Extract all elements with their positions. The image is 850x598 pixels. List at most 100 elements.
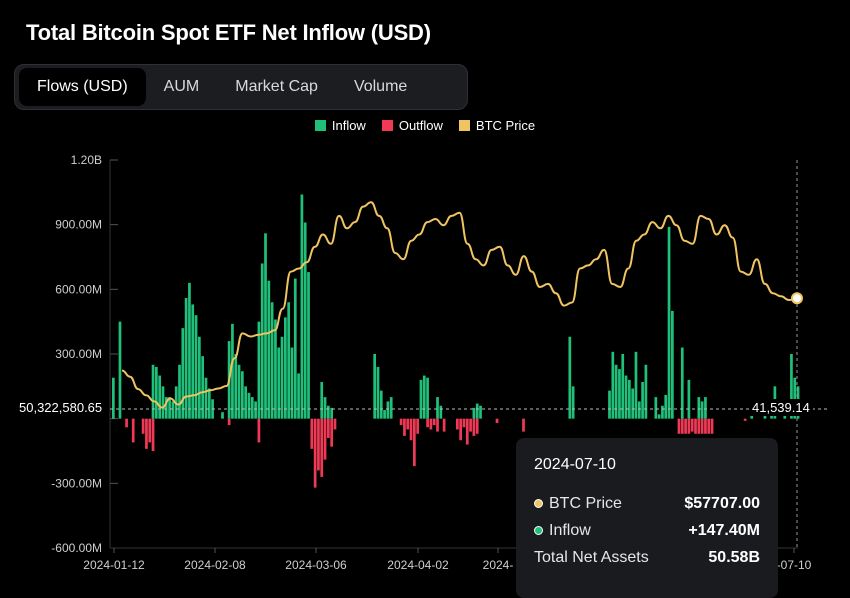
outflow-bar: [227, 418, 231, 426]
inflow-bar: [171, 401, 175, 419]
outflow-bar: [495, 418, 499, 423]
y-tick-label: 900.00M: [55, 218, 102, 232]
outflow-bar: [327, 418, 330, 439]
tooltip-row-btc-price: BTC Price $57707.00: [534, 490, 760, 517]
inflow-bar: [287, 302, 291, 419]
tooltip-label: BTC Price: [549, 494, 622, 512]
inflow-bar: [231, 323, 234, 419]
inflow-bar: [419, 379, 423, 419]
outflow-bar: [456, 418, 459, 430]
inflow-bar: [264, 233, 267, 419]
inflow-bar: [680, 347, 684, 419]
reference-line: [110, 160, 830, 548]
outflow-bar: [416, 418, 420, 434]
tooltip-value: $57707.00: [684, 494, 760, 512]
inflow-bar: [274, 319, 277, 419]
inflow-bar: [571, 386, 575, 419]
inflow-bar: [389, 397, 393, 419]
inflow-bar: [373, 354, 377, 419]
outflow-bar: [429, 418, 433, 430]
tab-aum[interactable]: AUM: [163, 78, 200, 95]
outflow-bar: [522, 418, 525, 432]
inflow-bar: [204, 377, 208, 419]
inflow-bar: [201, 356, 205, 419]
x-tick-label: 2024-01-12: [83, 558, 145, 572]
inflow-bar: [191, 304, 195, 419]
inflow-bar: [151, 364, 155, 419]
y-tick-label: 1.20B: [71, 153, 102, 167]
inflow-bar: [161, 386, 165, 419]
btc-price-dot-icon: [534, 499, 543, 508]
legend-item-inflow[interactable]: Inflow: [314, 118, 366, 133]
inflow-bar: [628, 379, 631, 419]
outflow-bar: [704, 418, 707, 434]
y-tick-label: -300.00M: [51, 476, 102, 490]
inflow-bar: [284, 317, 287, 419]
outflow-bar: [330, 418, 334, 447]
inflow-bar: [323, 397, 327, 419]
inflow-bar: [750, 414, 754, 419]
inflow-bar: [641, 382, 644, 419]
outflow-bar: [317, 418, 320, 471]
outflow-bar: [462, 418, 466, 428]
outflow-bar: [442, 418, 446, 432]
reference-right-label: 41,539.14: [749, 399, 813, 416]
outflow-bar: [257, 418, 261, 443]
btc-price-line: [121, 201, 803, 409]
inflow-bar: [386, 401, 390, 419]
tab-volume[interactable]: Volume: [353, 78, 408, 95]
inflow-bar: [234, 354, 238, 419]
y-tick-label: 600.00M: [55, 282, 102, 296]
x-tick-label: 2024-: [483, 558, 514, 572]
inflow-bar: [634, 351, 638, 419]
inflow-bar: [568, 336, 572, 419]
tab-market-cap[interactable]: Market Cap: [235, 78, 318, 95]
page-title: Total Bitcoin Spot ETF Net Inflow (USD): [26, 20, 431, 45]
x-tick-label: 2024-02-08: [184, 558, 246, 572]
tooltip-label: Inflow: [549, 521, 591, 539]
inflow-bar: [280, 336, 284, 419]
inflow-bar: [277, 347, 281, 419]
inflow-dot-icon: [534, 526, 543, 535]
inflow-bar: [657, 414, 661, 419]
inflow-bar: [270, 302, 274, 419]
y-axis-ticks: 1.20B 900.00M 600.00M 300.00M -300.00M -600.0…: [51, 153, 102, 555]
inflow-bar: [250, 397, 254, 419]
legend-label: BTC Price: [475, 118, 536, 133]
outflow-bar: [403, 418, 406, 436]
outflow-bar: [148, 418, 152, 443]
legend-item-btc-price[interactable]: BTC Price: [458, 118, 536, 133]
outflow-bar: [313, 418, 317, 488]
inflow-bar: [436, 397, 439, 419]
inflow-bar: [290, 347, 294, 419]
inflow-swatch-icon: [314, 120, 326, 131]
inflow-bar: [637, 401, 641, 419]
tab-flows-usd[interactable]: Flows (USD): [19, 68, 146, 106]
outflow-bar: [697, 418, 701, 434]
inflow-bar: [426, 377, 429, 419]
legend-label: Inflow: [331, 118, 366, 133]
y-tick-label: -600.00M: [51, 541, 102, 555]
inflow-bar: [379, 390, 383, 419]
inflow-bar: [320, 382, 324, 419]
tooltip-value: 50.58B: [708, 548, 760, 566]
outflow-swatch-icon: [381, 120, 393, 131]
inflow-bar: [479, 405, 482, 419]
inflow-bar: [207, 388, 211, 419]
inflow-bar: [644, 364, 648, 419]
inflow-bar: [164, 397, 168, 419]
outflow-bar: [145, 418, 148, 449]
outflow-bar: [475, 418, 479, 434]
inflow-bar: [704, 397, 707, 419]
outflow-bar: [151, 418, 155, 451]
inflow-bar: [790, 354, 793, 419]
outflow-bar: [310, 418, 314, 449]
legend-item-outflow[interactable]: Outflow: [381, 118, 443, 133]
inflow-bar: [198, 336, 201, 419]
inflow-bar: [178, 364, 181, 419]
inflow-bar: [624, 375, 628, 419]
inflow-bar: [307, 272, 310, 419]
btc-price-swatch-icon: [458, 120, 470, 131]
btc-price-marker: [791, 292, 803, 305]
